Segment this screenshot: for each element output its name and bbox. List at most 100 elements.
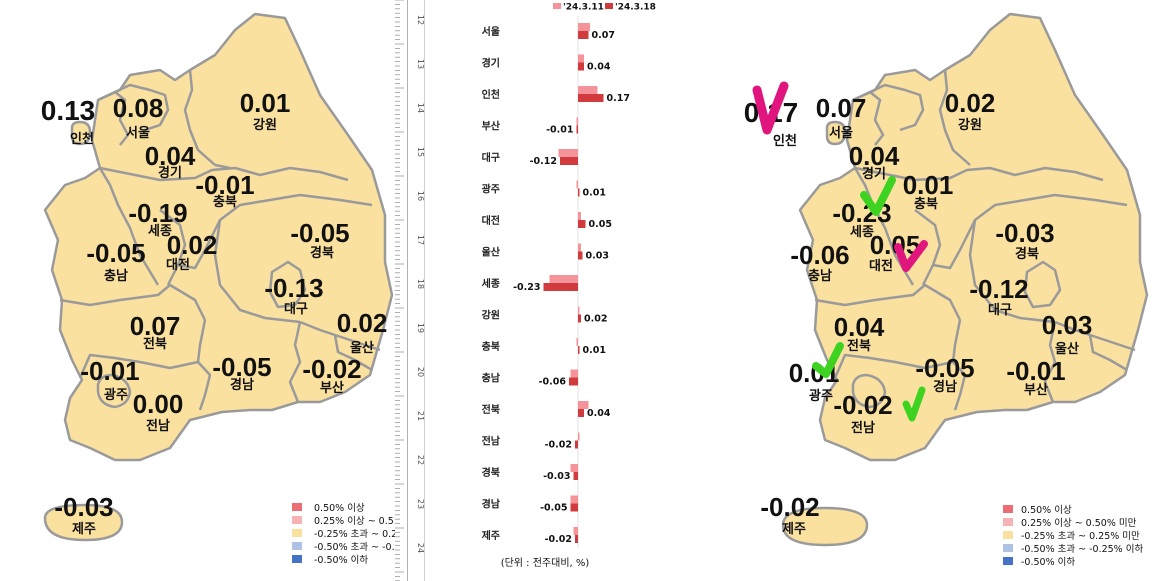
jeju-shape — [43, 503, 124, 542]
ruler-number: 13 — [416, 59, 425, 69]
category-label: 충남 — [482, 372, 501, 385]
category-label: 경기 — [482, 57, 500, 70]
legend-swatch — [292, 516, 302, 524]
bar-curr-week — [578, 31, 589, 39]
legend-label: -0.50% 이하 — [314, 554, 368, 566]
unit-note: (단위 : 전주대비, %) — [501, 556, 590, 569]
ruler-number: 23 — [416, 499, 425, 509]
ruler-number: 15 — [416, 147, 425, 157]
bar-curr-week — [578, 346, 580, 354]
label-gyeongbuk: 경북 — [1015, 246, 1039, 262]
label-chungbuk: 충북 — [914, 196, 938, 212]
label-gwangju: 광주 — [104, 388, 128, 403]
label-chungnam: 충남 — [808, 268, 832, 284]
legend-label-curr: '24.3.18 — [615, 3, 656, 13]
bar-prev-week — [570, 464, 578, 472]
category-label: 울산 — [482, 246, 501, 259]
bar-curr-week — [578, 62, 584, 71]
legend-label: -0.25% 초과 ~ 0.2 — [314, 529, 395, 540]
value-gyeongnam: -0.05 — [915, 353, 974, 383]
data-label: 0.04 — [587, 62, 611, 73]
legend-label: -0.50% 초과 ~ -0.25% 이하 — [1021, 543, 1143, 555]
label-sejong: 세종 — [850, 225, 874, 240]
label-sejong: 세종 — [148, 224, 172, 239]
bar-curr-week — [570, 503, 578, 512]
value-gyeongbuk: -0.05 — [290, 218, 349, 248]
category-label: 전남 — [482, 435, 501, 448]
value-jeonnam: -0.02 — [833, 390, 892, 420]
value-seoul: 0.08 — [113, 93, 164, 123]
ruler-number: 24 — [416, 543, 425, 553]
value-chungbuk: 0.01 — [903, 170, 954, 200]
region-borders-right — [814, 69, 1136, 411]
incheon-island — [70, 120, 92, 146]
value-sejong: -0.19 — [128, 198, 187, 228]
category-label: 세종 — [482, 277, 500, 290]
value-busan: -0.01 — [1006, 356, 1065, 386]
bar-curr-week — [575, 535, 578, 543]
label-incheon: 인천 — [773, 133, 797, 149]
bar-prev-week — [576, 180, 578, 189]
right-map-panel: 0.17 인천 0.07 서울 0.02 강원 0.04 경기 0.01 충북 … — [700, 0, 1163, 581]
legend-swatch — [292, 542, 302, 550]
legend-swatch — [1003, 505, 1013, 513]
category-label: 경남 — [482, 498, 501, 511]
category-label: 전북 — [482, 403, 500, 416]
label-gyeongnam: 경남 — [933, 379, 957, 395]
label-daejeon: 대전 — [869, 258, 893, 274]
jeju-shape — [781, 506, 869, 547]
legend-label: 0.50% 이상 — [1021, 505, 1072, 516]
legend-swatch — [292, 529, 302, 537]
category-label: 제주 — [482, 529, 500, 542]
value-gyeongbuk: -0.03 — [995, 218, 1054, 248]
data-label: -0.23 — [513, 282, 540, 293]
value-ulsan: 0.02 — [337, 308, 388, 338]
data-label: -0.02 — [545, 440, 572, 451]
bar-prev-week — [578, 212, 581, 220]
bar-curr-week — [578, 251, 583, 260]
value-daegu: -0.12 — [969, 274, 1028, 304]
legend-label: -0.25% 초과 ~ 0.25% 미만 — [1021, 531, 1140, 542]
label-chungbuk: 충북 — [213, 194, 237, 210]
legend-label: -0.50% 이하 — [1021, 556, 1075, 568]
ruler-number: 19 — [416, 323, 425, 333]
label-gangwon: 강원 — [958, 117, 982, 133]
data-label: -0.06 — [539, 377, 567, 388]
ruler-number: 12 — [416, 15, 425, 25]
category-label: 강원 — [482, 309, 500, 322]
label-gyeonggi: 경기 — [158, 165, 182, 181]
label-gyeonggi: 경기 — [862, 166, 886, 182]
label-daegu: 대구 — [988, 303, 1012, 318]
legend-label: -0.50% 초과 ~ -0.2 — [314, 542, 395, 553]
bar-prev-week — [570, 369, 578, 378]
label-gangwon: 강원 — [253, 117, 277, 133]
ruler-number: 22 — [416, 455, 425, 465]
bar-prev-week — [576, 338, 578, 346]
bar-chart-panel: 12 13 14 15 16 17 18 19 20 21 22 23 24 '24.3.11 '24.… — [395, 0, 700, 581]
value-chungnam: -0.06 — [790, 240, 849, 270]
label-jeju: 제주 — [72, 522, 96, 537]
data-label: 0.04 — [587, 408, 611, 419]
label-daejeon: 대전 — [166, 257, 190, 273]
bar-prev-week — [578, 54, 584, 63]
value-incheon: 0.13 — [41, 95, 96, 126]
chart-legend: '24.3.11 '24.3.18 — [553, 3, 656, 13]
data-label: 0.05 — [589, 219, 612, 230]
data-label: 0.07 — [592, 30, 615, 41]
value-gangwon: 0.01 — [240, 88, 291, 118]
legend-right: 0.50% 이상 0.25% 이상 ~ 0.50% 미만 -0.25% 초과 ~… — [1003, 505, 1143, 568]
bar-prev-week — [573, 527, 578, 535]
label-chungnam: 충남 — [104, 268, 128, 284]
value-jeonbuk: 0.07 — [130, 311, 181, 341]
label-gwangju: 광주 — [809, 389, 833, 404]
legend-label: 0.50% 이상 — [314, 503, 365, 514]
ruler-number: 18 — [416, 279, 425, 289]
check-mark-magenta-incheon — [752, 81, 789, 135]
label-daegu: 대구 — [284, 302, 308, 317]
bar-prev-week — [558, 149, 578, 157]
value-jeonnam: 0.00 — [133, 389, 184, 419]
value-chungbuk: -0.01 — [195, 170, 254, 200]
bar-curr-week — [578, 409, 584, 417]
bar-prev-week — [576, 117, 578, 126]
legend-left: 0.50% 이상 0.25% 이상 ~ 0.5 -0.25% 초과 ~ 0.2 … — [292, 503, 395, 566]
